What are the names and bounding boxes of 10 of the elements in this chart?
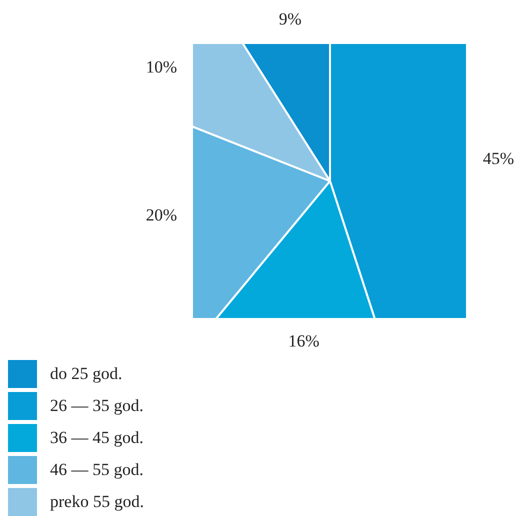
data-label: 45% [482, 148, 514, 168]
legend-label: do 25 god. [50, 364, 122, 384]
data-label: 20% [146, 206, 178, 225]
legend-label: 26 — 35 god. [50, 396, 144, 416]
legend-label: 36 — 45 god. [50, 428, 144, 448]
legend-label: 46 — 55 god. [50, 460, 144, 480]
data-label: 16% [288, 331, 320, 350]
data-label: 10% [146, 58, 178, 77]
data-label: 9% [278, 9, 302, 28]
legend-label: preko 55 god. [50, 492, 144, 512]
